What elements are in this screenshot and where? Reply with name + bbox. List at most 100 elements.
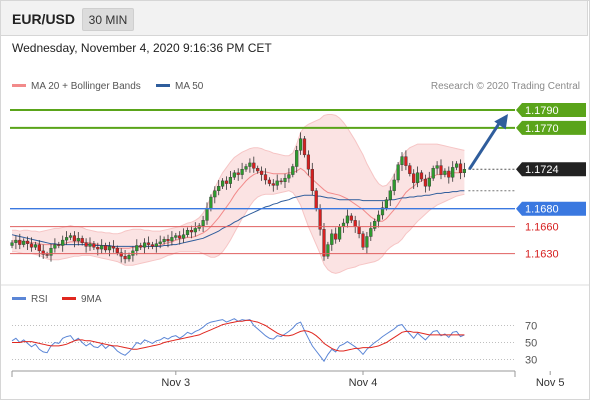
candle-body [84, 242, 88, 247]
forecast-arrow-head [494, 113, 508, 130]
candle-body [33, 244, 37, 248]
candle-body [427, 177, 431, 187]
candle-body [338, 226, 342, 240]
candle-body [213, 190, 217, 198]
bollinger-lower-line [12, 190, 465, 274]
rsi-level-label: 30 [525, 355, 537, 367]
price-label-tag [516, 120, 586, 135]
candle-body [10, 242, 14, 246]
x-axis-tick-label: Nov 4 [349, 377, 378, 389]
candle-body [455, 163, 459, 168]
candle-body [154, 243, 158, 247]
candle-body [189, 230, 193, 233]
candle-body [68, 235, 73, 238]
candle-body [400, 156, 404, 165]
legend-swatch-ma50 [156, 83, 170, 87]
legend-item-9ma: 9MA [62, 294, 102, 305]
candle-body [295, 150, 299, 167]
candle-body [302, 138, 307, 156]
candle-body [267, 179, 271, 184]
candle-body [326, 244, 330, 257]
x-axis-tick-label: Nov 3 [161, 377, 190, 389]
candle-body [439, 165, 443, 175]
legend-label-ma50: MA 50 [175, 81, 204, 92]
candle-body [100, 245, 104, 250]
candle-body [462, 169, 466, 173]
candle-body [193, 228, 197, 233]
candle-body [178, 235, 182, 239]
price-label-text: 1.1790 [525, 105, 559, 117]
candle-body [244, 166, 248, 170]
candle-body [146, 242, 151, 245]
candle-body [377, 214, 381, 222]
candle-body [232, 172, 236, 178]
candle-body [341, 222, 346, 227]
rsi-level-label: 50 [525, 338, 537, 350]
candle-body [451, 167, 455, 178]
candle-body [345, 215, 349, 224]
legend-label-rsi: RSI [31, 294, 48, 305]
price-label-text: 1.1660 [525, 222, 559, 234]
candle-body [263, 174, 268, 181]
candle-body [447, 170, 451, 178]
candle-body [384, 199, 388, 208]
candle-body [248, 162, 252, 167]
candle-body [275, 180, 279, 186]
candle-body [224, 180, 229, 184]
candle-body [111, 246, 115, 249]
candle-body [256, 168, 260, 172]
candle-body [416, 172, 420, 183]
candle-body [458, 163, 463, 173]
candle-body [41, 250, 45, 255]
timeframe-button[interactable]: 30 MIN [82, 8, 134, 31]
candle-body [96, 247, 100, 250]
candle-body [26, 240, 30, 244]
candle-body [334, 233, 338, 240]
legend-label-bollinger: MA 20 + Bollinger Bands [31, 81, 141, 92]
candle-body [181, 234, 186, 239]
candle-body [236, 172, 240, 175]
candle-body [380, 207, 385, 216]
price-label-text: 1.1724 [525, 164, 559, 176]
chart-datetime: Wednesday, November 4, 2020 9:16:36 PM C… [12, 41, 272, 55]
candle-body [435, 165, 439, 169]
candle-body [299, 138, 303, 151]
rsi-level-label: 70 [525, 321, 537, 333]
candle-body [88, 243, 92, 247]
candle-body [53, 244, 57, 249]
candle-body [361, 233, 365, 248]
candle-body [201, 220, 205, 226]
legend-label-9ma: 9MA [81, 294, 102, 305]
candle-body [72, 235, 76, 242]
candle-body [80, 238, 84, 243]
price-label-text: 1.1770 [525, 123, 559, 135]
candle-body [419, 172, 424, 180]
candle-body [388, 190, 392, 200]
candle-body [57, 244, 61, 246]
candle-body [92, 243, 96, 248]
candle-body [174, 235, 178, 238]
candle-body [170, 237, 174, 242]
candle-body [252, 162, 256, 169]
candle-body [353, 220, 357, 227]
candle-body [158, 241, 162, 244]
candle-body [76, 238, 80, 242]
candle-body [240, 169, 244, 175]
candle-body [279, 180, 283, 183]
candle-body [306, 154, 310, 170]
candle-body [209, 196, 213, 209]
candle-body [423, 178, 427, 187]
candle-body [142, 242, 147, 248]
candle-body [49, 247, 53, 256]
candle-body [217, 186, 221, 191]
candle-body [291, 166, 295, 175]
legend-swatch-rsi [12, 296, 26, 300]
candle-body [107, 246, 112, 251]
candle-body [322, 229, 326, 257]
candle-body [392, 179, 396, 191]
candle-body [349, 215, 353, 221]
candle-body [127, 255, 131, 260]
candle-body [22, 240, 26, 245]
candle-body [166, 239, 170, 242]
